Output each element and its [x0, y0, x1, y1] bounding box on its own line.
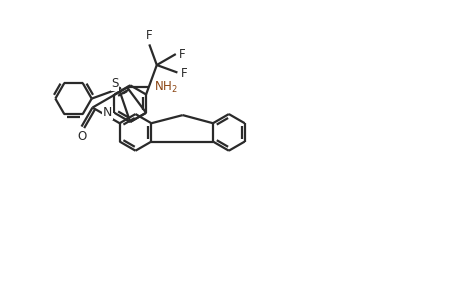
Text: O: O [77, 130, 86, 143]
Text: F: F [146, 29, 152, 42]
Text: F: F [179, 47, 186, 61]
Text: N: N [102, 106, 112, 119]
Text: NH$_2$: NH$_2$ [153, 80, 177, 95]
Text: S: S [111, 77, 118, 90]
Text: F: F [181, 67, 187, 80]
